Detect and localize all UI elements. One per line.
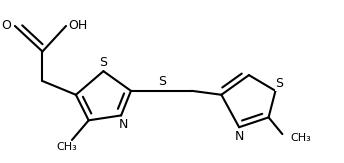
Text: N: N bbox=[234, 130, 244, 143]
Text: S: S bbox=[276, 77, 283, 90]
Text: OH: OH bbox=[68, 19, 87, 32]
Text: CH₃: CH₃ bbox=[290, 133, 311, 143]
Text: N: N bbox=[118, 118, 128, 131]
Text: S: S bbox=[158, 75, 166, 89]
Text: CH₃: CH₃ bbox=[57, 142, 77, 152]
Text: O: O bbox=[1, 19, 11, 32]
Text: S: S bbox=[99, 56, 107, 69]
